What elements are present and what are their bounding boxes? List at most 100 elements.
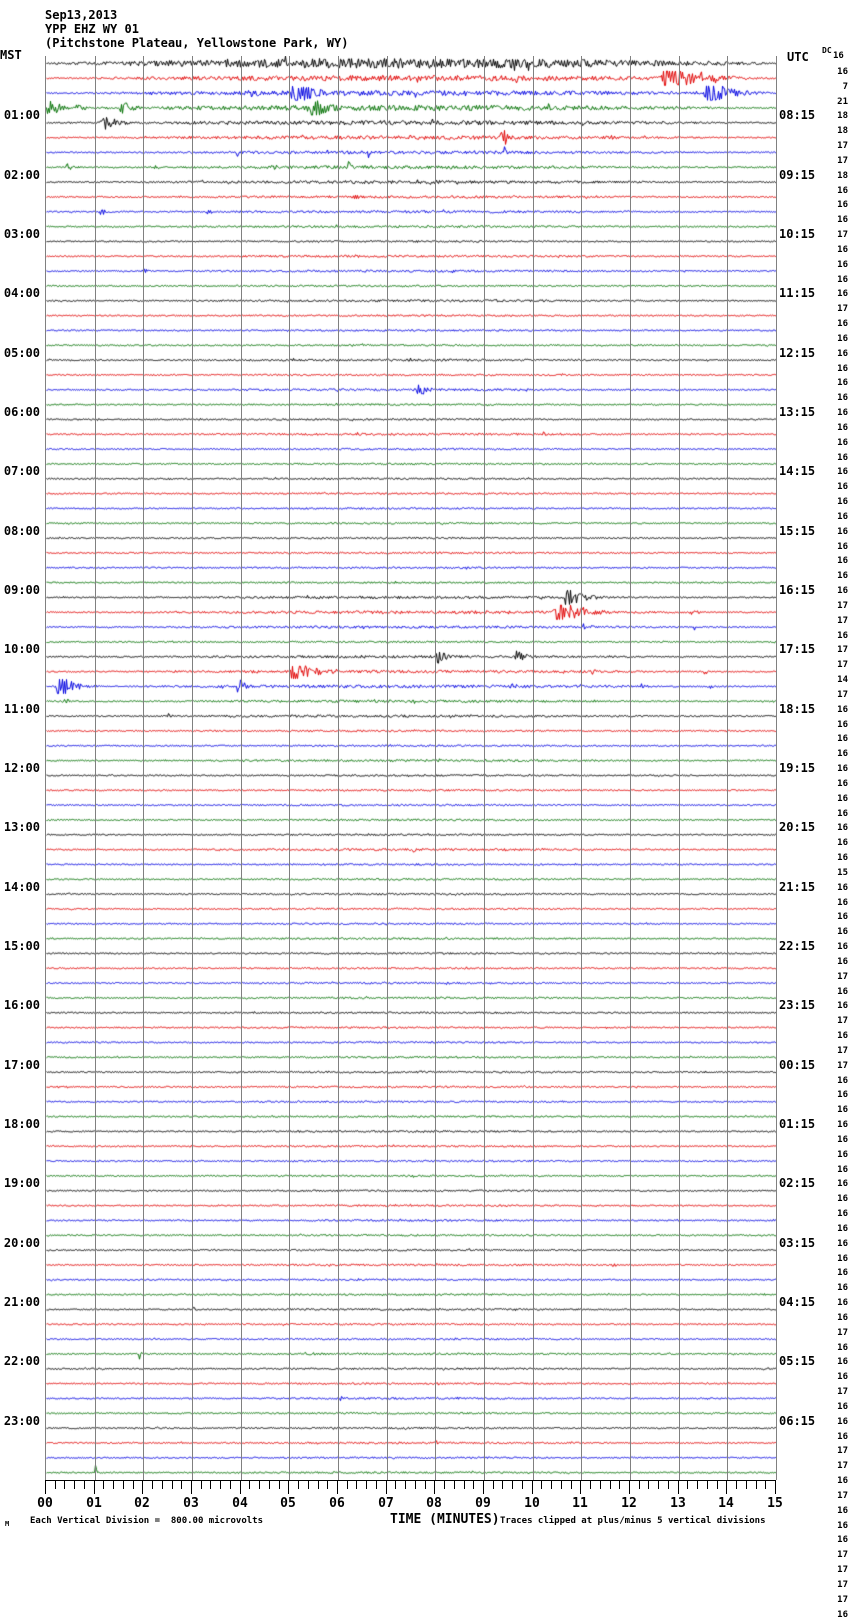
station-location: (Pitchstone Plateau, Yellowstone Park, W… xyxy=(45,36,349,50)
dc-value: 16 xyxy=(837,1194,848,1205)
time-label-mst: 21:00 xyxy=(3,1295,40,1309)
time-label-mst: 02:00 xyxy=(3,167,40,182)
dc-value: 17 xyxy=(837,155,848,166)
x-tick-minor xyxy=(64,1481,65,1489)
x-tick-minor xyxy=(123,1481,124,1489)
dc-value: 16 xyxy=(837,704,848,715)
grid-line-vertical xyxy=(241,56,242,1480)
x-tick-label: 08 xyxy=(426,1496,442,1511)
x-tick-label: 12 xyxy=(621,1496,637,1511)
dc-value: 16 xyxy=(837,1001,848,1012)
x-tick-minor xyxy=(610,1481,611,1489)
x-tick-minor xyxy=(55,1481,56,1489)
time-label-mst: 18:00 xyxy=(3,1117,40,1131)
time-label-mst: 22:00 xyxy=(3,1354,40,1369)
dc-value: 17 xyxy=(837,1565,848,1575)
time-label-utc: 06:15 xyxy=(779,1413,816,1428)
dc-value: 16 xyxy=(837,1342,848,1353)
time-label-mst: 07:00 xyxy=(3,464,40,479)
time-label-utc: 21:15 xyxy=(779,879,816,894)
dc-value: 16 xyxy=(837,927,848,938)
dc-value: 16 xyxy=(837,808,848,819)
dc-value: 16 xyxy=(837,1283,848,1294)
x-tick-minor xyxy=(648,1481,649,1489)
x-tick-minor xyxy=(746,1481,747,1489)
x-tick-minor xyxy=(415,1481,416,1489)
time-label-utc: 19:15 xyxy=(779,761,816,775)
x-tick-major xyxy=(532,1481,533,1494)
right-axis-label: UTC xyxy=(787,50,809,64)
dc-value: 16 xyxy=(837,541,848,552)
time-label-utc: 05:15 xyxy=(779,1354,816,1369)
x-tick-minor xyxy=(84,1481,85,1489)
dc-column-header-value: 16 xyxy=(833,51,844,61)
x-tick-minor xyxy=(347,1481,348,1489)
x-tick-label: 15 xyxy=(767,1496,783,1511)
dc-value: 17 xyxy=(837,1387,848,1397)
time-label-utc: 15:15 xyxy=(779,523,816,538)
dc-value: 16 xyxy=(837,244,848,255)
time-label-mst: 03:00 xyxy=(3,227,40,241)
dc-value: 17 xyxy=(837,1594,848,1605)
dc-value: 16 xyxy=(837,289,848,300)
x-tick-minor xyxy=(318,1481,319,1489)
clip-note: Traces clipped at plus/minus 5 vertical … xyxy=(500,1516,766,1526)
dc-value: 16 xyxy=(837,1134,848,1145)
x-tick-minor xyxy=(356,1481,357,1489)
dc-value: 16 xyxy=(837,1520,848,1531)
station-code: YPP EHZ WY 01 xyxy=(45,22,139,36)
dc-value: 16 xyxy=(837,497,848,507)
x-tick-major xyxy=(386,1481,387,1494)
dc-value: 16 xyxy=(837,185,848,196)
dc-value: 16 xyxy=(837,348,848,359)
grid-line-vertical xyxy=(484,56,485,1480)
dc-value: 16 xyxy=(837,215,848,226)
dc-value: 16 xyxy=(837,986,848,997)
dc-value: 17 xyxy=(837,1490,848,1501)
x-tick-major xyxy=(288,1481,289,1494)
x-tick-minor xyxy=(551,1481,552,1489)
time-label-utc: 02:15 xyxy=(779,1176,816,1191)
x-axis-line xyxy=(45,1480,776,1481)
x-tick-minor xyxy=(376,1481,377,1489)
time-label-utc: 20:15 xyxy=(779,820,816,835)
dc-value: 16 xyxy=(837,1238,848,1249)
time-label-utc: 18:15 xyxy=(779,701,816,716)
x-tick-minor xyxy=(600,1481,601,1489)
x-tick-major xyxy=(142,1481,143,1494)
dc-value: 16 xyxy=(837,1416,848,1427)
dc-value: 16 xyxy=(837,1031,848,1041)
x-tick-label: 02 xyxy=(134,1496,150,1511)
dc-value: 16 xyxy=(837,452,848,463)
dc-value: 16 xyxy=(837,778,848,789)
dc-column-header: DC xyxy=(822,46,832,55)
dc-value: 16 xyxy=(837,630,848,641)
x-tick-minor xyxy=(658,1481,659,1489)
dc-value: 7 xyxy=(842,81,848,92)
dc-value: 16 xyxy=(837,942,848,952)
time-label-mst: 19:00 xyxy=(3,1176,40,1191)
x-tick-minor xyxy=(756,1481,757,1489)
record-date: Sep13,2013 xyxy=(45,8,118,22)
dc-value: 16 xyxy=(837,200,848,211)
time-label-mst: 12:00 xyxy=(3,761,40,775)
dc-value: 16 xyxy=(837,482,848,493)
time-label-utc: 00:15 xyxy=(779,1057,816,1072)
x-tick-label: 07 xyxy=(378,1496,394,1511)
dc-value: 16 xyxy=(837,1268,848,1279)
x-tick-major xyxy=(337,1481,338,1494)
grid-line-vertical xyxy=(192,56,193,1480)
time-label-mst: 05:00 xyxy=(3,345,40,360)
dc-value: 16 xyxy=(837,1223,848,1234)
dc-value: 17 xyxy=(837,1045,848,1056)
dc-value: 16 xyxy=(837,1476,848,1486)
x-axis-title: TIME (MINUTES) xyxy=(390,1512,500,1527)
time-label-mst: 14:00 xyxy=(3,879,40,894)
x-tick-label: 03 xyxy=(183,1496,199,1511)
time-label-utc: 09:15 xyxy=(779,167,816,182)
dc-value: 17 xyxy=(837,971,848,982)
dc-value: 16 xyxy=(837,556,848,567)
dc-value: 17 xyxy=(837,1550,848,1561)
dc-value: 16 xyxy=(837,1609,848,1620)
time-label-utc: 04:15 xyxy=(779,1295,816,1309)
